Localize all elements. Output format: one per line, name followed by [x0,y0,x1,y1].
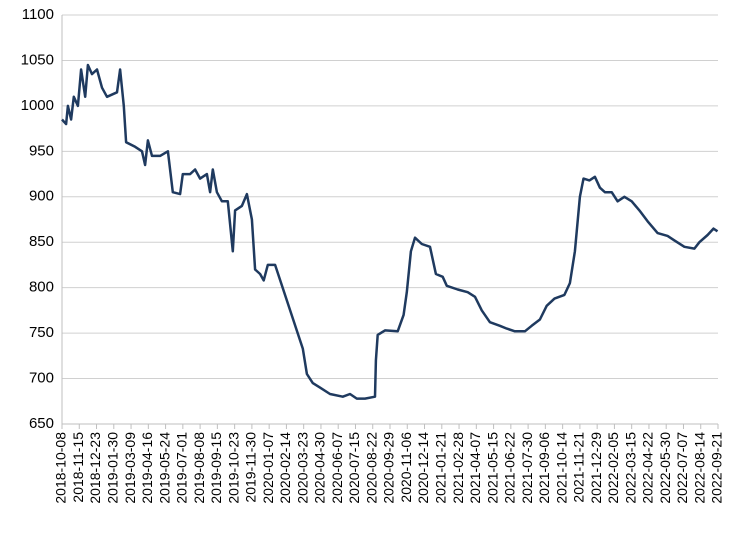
x-tick-label: 2020-06-07 [329,432,345,504]
x-tick-label: 2021-12-29 [588,432,604,504]
x-tick-label: 2019-03-09 [122,432,138,504]
x-tick-label: 2020-09-29 [381,432,397,504]
x-tick-label: 2021-04-07 [467,432,483,504]
x-tick-label: 2020-03-23 [294,432,310,504]
y-tick-label: 900 [29,188,54,205]
x-tick-label: 2018-10-08 [53,432,69,504]
y-tick-label: 1100 [22,6,54,23]
x-tick-label: 2022-02-05 [605,432,621,504]
x-tick-label: 2020-12-14 [415,432,431,504]
line [61,63,719,400]
y-tick-label: 950 [29,142,54,159]
x-tick-label: 2020-08-22 [363,432,379,504]
x-tick-label: 2022-08-14 [691,432,707,504]
y-tick-label: 1050 [21,51,54,68]
x-tick-label: 2021-05-15 [484,432,500,504]
y-tick-label: 650 [29,415,54,432]
x-tick-label: 2018-12-23 [87,432,103,504]
x-tick-label: 2022-09-21 [709,432,725,504]
x-tick-label: 2020-11-06 [398,432,414,503]
x-tick-label: 2021-07-30 [519,432,535,504]
x-tick-label: 2022-07-07 [674,432,690,504]
x-tick-label: 2020-04-30 [312,432,328,504]
x-tick-label: 2022-04-22 [640,432,656,504]
x-tick-label: 2019-07-01 [174,432,190,504]
x-tick-label: 2021-11-21 [571,432,587,503]
x-tick-label: 2021-06-22 [502,432,518,504]
x-tick-label: 2022-05-30 [657,432,673,504]
x-tick-label: 2019-09-15 [208,432,224,504]
y-tick-label: 800 [29,279,54,296]
x-tick-label: 2020-01-07 [260,432,276,504]
x-tick-label: 2019-10-23 [225,432,241,504]
x-tick-label: 2019-04-16 [139,432,155,504]
x-tick-label: 2021-02-28 [450,432,466,504]
x-tick-label: 2018-11-15 [70,432,86,503]
y-tick-label: 750 [29,324,54,341]
x-tick-label: 2021-10-14 [553,432,569,504]
x-tick-label: 2022-03-15 [622,432,638,504]
x-tick-label: 2019-01-30 [104,432,120,504]
y-tick-label: 1000 [21,97,54,114]
x-tick-label: 2020-02-14 [277,432,293,504]
x-tick-label: 2019-05-24 [156,432,172,504]
y-tick-label: 850 [29,233,54,250]
x-tick-label: 2021-09-06 [536,432,552,504]
x-tick-label: 2019-08-08 [191,432,207,504]
x-tick-label: 2020-07-15 [346,432,362,504]
y-tick-label: 700 [29,370,54,387]
x-tick-label: 2019-11-30 [243,432,259,503]
x-tick-label: 2021-01-21 [432,432,448,504]
